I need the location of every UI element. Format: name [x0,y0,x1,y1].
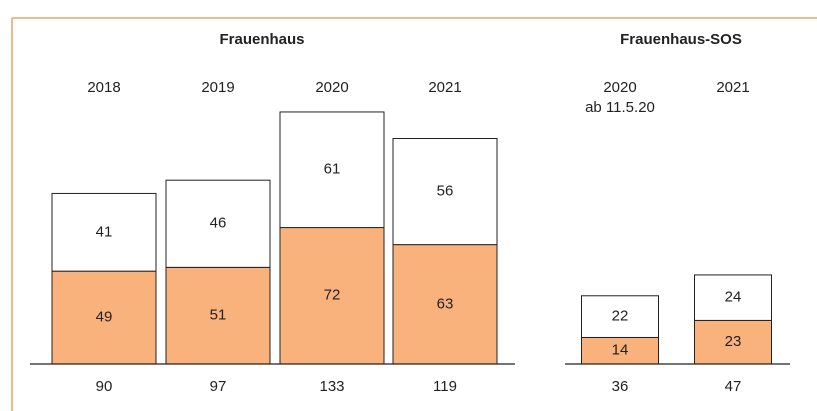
bar-segment [279,111,385,229]
bar-segment [694,274,772,321]
category-label: 2019 [201,79,234,96]
bar-segment [581,336,659,365]
segment-label: 56 [437,183,454,200]
category-label: 2020 [315,79,348,96]
bar-segment [51,270,157,365]
segment-label: 49 [96,309,113,326]
bar-segment [279,227,385,365]
bar-segment [392,244,498,365]
segment-label: 51 [210,307,227,324]
total-label: 133 [319,378,344,395]
annotation: ab 11.5.20 [585,99,655,116]
segment-label: 22 [612,308,629,325]
total-label: 47 [725,378,742,395]
bar-segment [392,137,498,246]
total-label: 97 [210,378,227,395]
segment-label: 61 [324,161,341,178]
segment-label: 46 [210,215,227,232]
category-label: 2020 [603,79,636,96]
segment-label: 63 [437,295,454,312]
segment-label: 14 [612,342,629,359]
segment-label: 23 [725,333,742,350]
category-label: 2018 [87,79,120,96]
category-label: 2021 [428,79,461,96]
category-label: 2021 [716,79,749,96]
segment-label: 24 [725,289,742,306]
chart-title: Frauenhaus [219,31,304,48]
bar-segment [51,192,157,272]
bar-segment [165,266,271,365]
bar-segment [581,295,659,338]
segment-label: 72 [324,287,341,304]
total-label: 119 [433,378,457,395]
total-label: 90 [96,378,113,395]
total-label: 36 [612,378,629,395]
chart-title: Frauenhaus-SOS [620,31,742,48]
bar-segment [165,179,271,268]
segment-label: 41 [96,223,113,240]
